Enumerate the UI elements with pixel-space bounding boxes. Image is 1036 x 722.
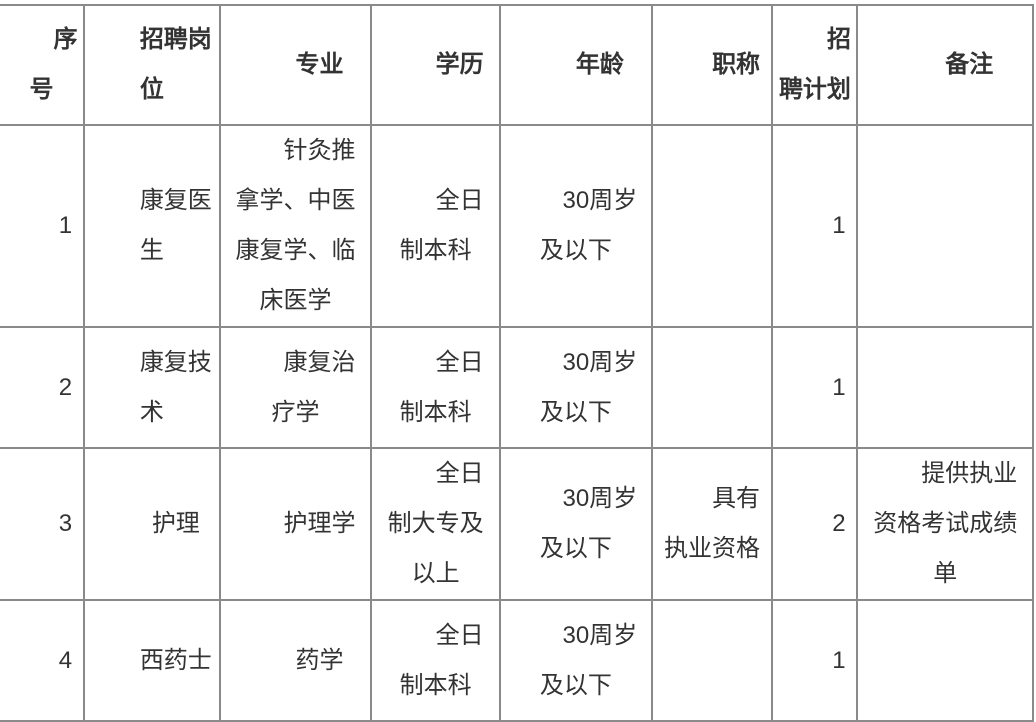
- cell-major: 护理学: [218, 447, 373, 601]
- cell-major: 康复治疗学: [218, 326, 373, 449]
- cell-age: 30周岁及以下: [499, 124, 653, 328]
- cell-education: 全日制大专及以上: [370, 447, 502, 601]
- cell-quota: 1: [771, 124, 859, 328]
- cell-remarks: [856, 599, 1034, 722]
- header-index: 序号: [0, 4, 85, 126]
- cell-title: [650, 599, 774, 722]
- cell-major: 药学: [218, 599, 373, 722]
- cell-position: 西药士: [82, 599, 221, 722]
- cell-position: 康复医生: [82, 124, 221, 328]
- cell-remarks: 提供执业资格考试成绩单: [856, 447, 1034, 601]
- cell-title: [650, 124, 774, 328]
- cell-quota: 1: [771, 326, 859, 449]
- cell-remarks: [856, 326, 1034, 449]
- cell-education: 全日制本科: [370, 124, 502, 328]
- cell-position: 护理: [82, 447, 221, 601]
- cell-title: [650, 326, 774, 449]
- table-row: 4 西药士 药学 全日制本科 30周岁及以下 1: [0, 599, 1034, 722]
- header-major: 专业: [218, 4, 373, 126]
- cell-title: 具有执业资格: [650, 447, 774, 601]
- cell-index: 1: [0, 124, 85, 328]
- cell-age: 30周岁及以下: [499, 599, 653, 722]
- header-position: 招聘岗位: [82, 4, 221, 126]
- cell-position: 康复技术: [82, 326, 221, 449]
- cell-index: 3: [0, 447, 85, 601]
- cell-index: 4: [0, 599, 85, 722]
- cell-quota: 2: [771, 447, 859, 601]
- table-header-row: 序号 招聘岗位 专业 学历 年龄 职称 招聘计划 备注: [0, 4, 1034, 126]
- cell-age: 30周岁及以下: [499, 326, 653, 449]
- cell-quota: 1: [771, 599, 859, 722]
- table-row: 1 康复医生 针灸推拿学、中医康复学、临床医学 全日制本科 30周岁及以下 1: [0, 124, 1034, 328]
- header-age: 年龄: [499, 4, 653, 126]
- header-remarks: 备注: [856, 4, 1034, 126]
- cell-age: 30周岁及以下: [499, 447, 653, 601]
- cell-remarks: [856, 124, 1034, 328]
- cell-education: 全日制本科: [370, 599, 502, 722]
- header-title: 职称: [650, 4, 774, 126]
- table-row: 3 护理 护理学 全日制大专及以上 30周岁及以下 具有执业资格 2 提供执业资…: [0, 447, 1034, 601]
- cell-major: 针灸推拿学、中医康复学、临床医学: [218, 124, 373, 328]
- header-quota: 招聘计划: [771, 4, 859, 126]
- table-row: 2 康复技术 康复治疗学 全日制本科 30周岁及以下 1: [0, 326, 1034, 449]
- recruitment-table: 序号 招聘岗位 专业 学历 年龄 职称 招聘计划 备注 1 康复医生 针灸推拿学…: [0, 4, 1034, 722]
- cell-education: 全日制本科: [370, 326, 502, 449]
- cell-index: 2: [0, 326, 85, 449]
- header-education: 学历: [370, 4, 502, 126]
